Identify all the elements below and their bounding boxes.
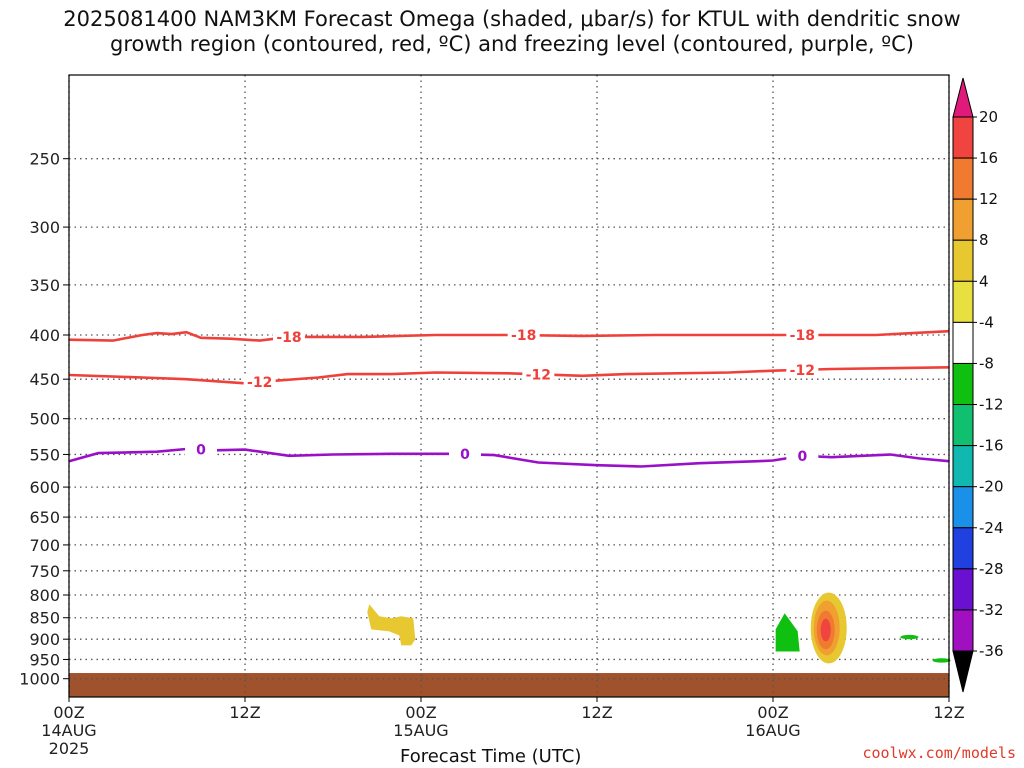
colorbar-band (952, 609, 974, 652)
colorbar-label: -32 (979, 601, 1004, 619)
contour-label: 0 (797, 449, 807, 465)
contour-label: 0 (196, 443, 206, 459)
x-tick-label: 12Z (933, 703, 964, 722)
y-tick-label: 550 (29, 445, 60, 464)
y-tick-label: 950 (29, 650, 60, 669)
y-tick-label: 600 (29, 478, 60, 497)
y-tick-label: 700 (29, 536, 60, 555)
contour-label-bg (449, 446, 481, 463)
colorbar-label: -36 (979, 642, 1004, 660)
contour-label-bg (243, 374, 276, 391)
colorbar-band (952, 486, 974, 529)
colorbar-label: -24 (979, 519, 1004, 537)
contour-label-bg (522, 366, 555, 383)
colorbar-label: 4 (979, 272, 989, 290)
colorbar-band (952, 116, 974, 159)
colorbar-label: -28 (979, 560, 1004, 578)
colorbar-band (952, 362, 974, 406)
plot-frame (68, 74, 950, 698)
contour-label: -12 (526, 367, 551, 383)
contour-label: -12 (790, 363, 815, 379)
contour-label-bg (507, 327, 540, 344)
x-tick-date: 14AUG (41, 721, 96, 740)
y-tick-label: 450 (29, 370, 60, 389)
colorbar-band (952, 404, 974, 447)
x-tick-label: 12Z (581, 703, 612, 722)
colorbar-band (952, 445, 974, 488)
colorbar-top-arrow (952, 77, 974, 118)
colorbar-band (952, 568, 974, 611)
colorbar-label: -8 (979, 354, 994, 372)
x-axis-label: Forecast Time (UTC) (400, 746, 582, 767)
chart-title-line1: 2025081400 NAM3KM Forecast Omega (shaded… (63, 7, 961, 31)
contour-label: -18 (790, 328, 815, 344)
x-tick-date: 16AUG (745, 721, 800, 740)
x-tick-label: 00Z (53, 703, 84, 722)
colorbar-label: 20 (979, 108, 998, 126)
x-tick-label: 00Z (405, 703, 436, 722)
colorbar-label: -16 (979, 437, 1004, 455)
contour-label-bg (786, 326, 819, 343)
x-tick-label: 12Z (229, 703, 260, 722)
omega-region-positive (820, 618, 831, 642)
y-tick-label: 300 (29, 218, 60, 237)
colorbar-band (952, 280, 974, 323)
y-tick-label: 400 (29, 326, 60, 345)
contour-label-bg (786, 447, 819, 464)
y-tick-label: 350 (29, 276, 60, 295)
colorbar-label: -12 (979, 396, 1004, 414)
y-tick-label: 1000 (19, 670, 60, 689)
y-tick-label: 650 (29, 508, 60, 527)
colorbar-band (952, 157, 974, 200)
omega-region-negative (775, 613, 800, 652)
x-tick-date: 15AUG (393, 721, 448, 740)
contour-label: -18 (276, 330, 301, 346)
contour-label: -18 (511, 328, 536, 344)
contour-label: -12 (247, 375, 272, 391)
omega-region-positive (367, 604, 416, 646)
colorbar-label: -20 (979, 478, 1004, 496)
contour-label: 0 (460, 447, 470, 463)
y-tick-label: 500 (29, 410, 60, 429)
x-tick-year: 2025 (49, 739, 90, 758)
contour-label-bg (185, 441, 217, 458)
omega-region-negative (900, 634, 919, 640)
x-tick-label: 00Z (757, 703, 788, 722)
colorbar-label: 8 (979, 231, 989, 249)
colorbar-bottom-arrow (952, 650, 974, 693)
y-tick-label: 900 (29, 630, 60, 649)
contour-label-bg (273, 328, 305, 345)
colorbar-label: -4 (979, 313, 994, 331)
colorbar-band (952, 239, 974, 282)
y-tick-label: 750 (29, 562, 60, 581)
contour-label-bg (786, 361, 819, 378)
colorbar-band (952, 321, 974, 364)
site-credit: coolwx.com/models (862, 744, 1016, 762)
y-tick-label: 250 (29, 150, 60, 169)
colorbar-band (952, 527, 974, 570)
colorbar-label: 12 (979, 190, 998, 208)
y-tick-label: 800 (29, 586, 60, 605)
colorbar-label: 16 (979, 149, 998, 167)
ground-fill (69, 673, 949, 697)
y-tick-label: 850 (29, 609, 60, 628)
colorbar-band (952, 198, 974, 241)
chart-title-line2: growth region (contoured, red, ºC) and f… (110, 32, 914, 56)
omega-region-negative (932, 658, 951, 663)
